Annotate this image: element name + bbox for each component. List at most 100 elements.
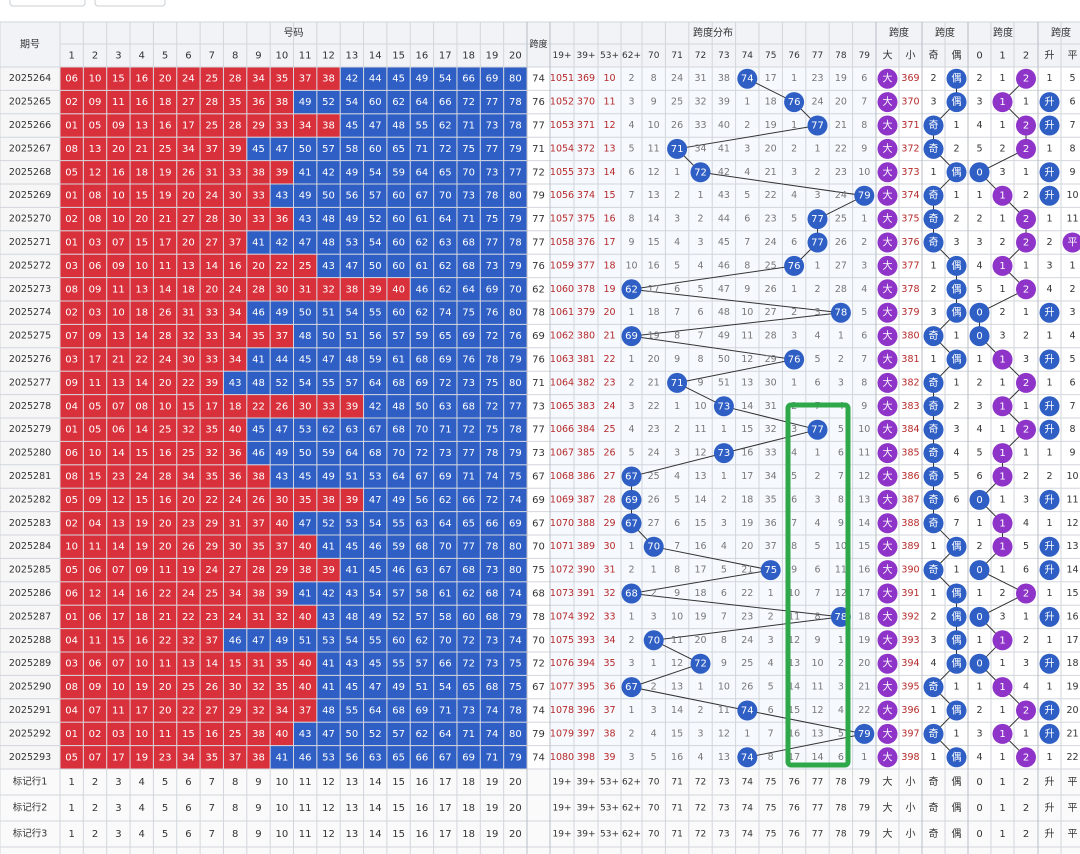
footer-column-label: 79	[859, 778, 871, 788]
number-cell	[504, 535, 527, 558]
top-button[interactable]	[9, 0, 86, 7]
mod3-omission: 3	[1023, 658, 1029, 669]
number-label: 65	[392, 752, 405, 763]
number-cell	[200, 418, 223, 441]
trend-omission: 20	[1066, 705, 1078, 716]
count-value: 1055	[550, 167, 574, 178]
number-label: 54	[439, 682, 452, 693]
mod3-ball-label: 1	[999, 635, 1005, 646]
number-cell	[60, 371, 83, 395]
omission-value: 17	[765, 73, 777, 84]
number-label: 15	[135, 238, 148, 249]
number-cell	[317, 137, 340, 161]
number-cell	[434, 371, 457, 395]
mod3-omission: 3	[1023, 354, 1029, 365]
omission-value: 47	[718, 284, 730, 295]
number-label: 51	[322, 308, 335, 319]
number-cell	[387, 184, 410, 207]
count-value: 1059	[550, 260, 574, 271]
parity-ball	[923, 232, 944, 253]
dist-ball-label: 76	[788, 355, 801, 366]
mod3-ball	[969, 489, 990, 510]
omission-value: 16	[671, 752, 683, 763]
number-cell	[294, 90, 317, 114]
size-ball	[877, 279, 898, 300]
count-value: 382	[577, 377, 595, 388]
mod3-omission: 2	[999, 307, 1005, 318]
number-cell	[153, 746, 177, 769]
number-label: 16	[159, 121, 172, 132]
mod3-omission: 3	[999, 167, 1005, 178]
number-label: 39	[275, 167, 288, 178]
parity-omission: 5	[953, 471, 959, 482]
footer-column-label: 72	[695, 830, 706, 840]
number-label: 73	[439, 448, 452, 459]
number-cell	[130, 512, 153, 535]
number-cell	[504, 746, 527, 769]
count-value: 12	[603, 120, 615, 131]
mod3-omission: 4	[1023, 682, 1029, 693]
omission-value: 13	[648, 190, 660, 201]
number-cell	[457, 652, 480, 675]
size-ball-label: 大	[883, 563, 893, 576]
count-value: 371	[577, 120, 595, 131]
number-cell	[247, 348, 270, 371]
omission-value: 45	[718, 237, 730, 248]
number-label: 05	[89, 121, 102, 132]
number-label: 63	[439, 401, 452, 412]
number-cell	[410, 652, 434, 675]
number-label: 46	[392, 565, 405, 576]
omission-value: 16	[741, 448, 753, 459]
parity-omission: 1	[953, 682, 959, 693]
omission-value: 23	[811, 73, 823, 84]
span-value: 72	[532, 167, 545, 178]
size-ball	[877, 92, 898, 113]
number-cell	[270, 395, 293, 418]
span-value: 69	[532, 495, 545, 506]
number-label: 06	[89, 261, 102, 272]
mod3-omission: 2	[976, 541, 982, 552]
issue-label: 2025270	[9, 214, 51, 225]
top-button[interactable]	[94, 0, 166, 7]
number-label: 07	[112, 565, 125, 576]
number-cell	[130, 418, 153, 441]
omission-value: 4	[744, 167, 750, 178]
omission-value: 17	[741, 471, 753, 482]
number-label: 60	[369, 144, 382, 155]
omission-value: 2	[628, 565, 634, 576]
number-cell	[457, 67, 480, 90]
issue-label: 2025293	[9, 752, 51, 763]
number-cell	[60, 605, 83, 629]
number-label: 61	[416, 261, 429, 272]
number-cell	[457, 441, 480, 465]
trend-omission: 14	[1066, 565, 1078, 576]
number-cell	[317, 418, 340, 441]
number-cell	[200, 441, 223, 465]
mod3-ball	[992, 677, 1013, 698]
mod3-omission: 1	[999, 424, 1005, 435]
number-label: 37	[252, 518, 265, 529]
number-cell	[200, 395, 223, 418]
omission-value: 28	[835, 284, 847, 295]
number-cell	[177, 161, 200, 184]
number-cell	[504, 395, 527, 418]
column-label: 75	[765, 51, 776, 61]
count-value: 15	[603, 190, 615, 201]
number-label: 60	[369, 97, 382, 108]
number-label: 35	[205, 472, 218, 483]
number-label: 57	[369, 191, 382, 202]
parity-ball-label: 奇	[929, 329, 939, 342]
omission-value: 3	[814, 494, 820, 505]
number-cell	[130, 161, 153, 184]
number-label: 10	[112, 308, 125, 319]
footer-column-label: 大	[883, 775, 893, 788]
number-label: 65	[439, 167, 452, 178]
number-cell	[200, 488, 223, 512]
trend-ball-label: 升	[1045, 96, 1055, 108]
dist-ball-label: 75	[764, 565, 777, 576]
footer-column-label: 奇	[929, 775, 939, 788]
number-cell	[200, 558, 223, 582]
number-cell	[247, 699, 270, 722]
size-omission: 388	[901, 518, 919, 529]
mod3-ball-label: 1	[999, 542, 1005, 553]
